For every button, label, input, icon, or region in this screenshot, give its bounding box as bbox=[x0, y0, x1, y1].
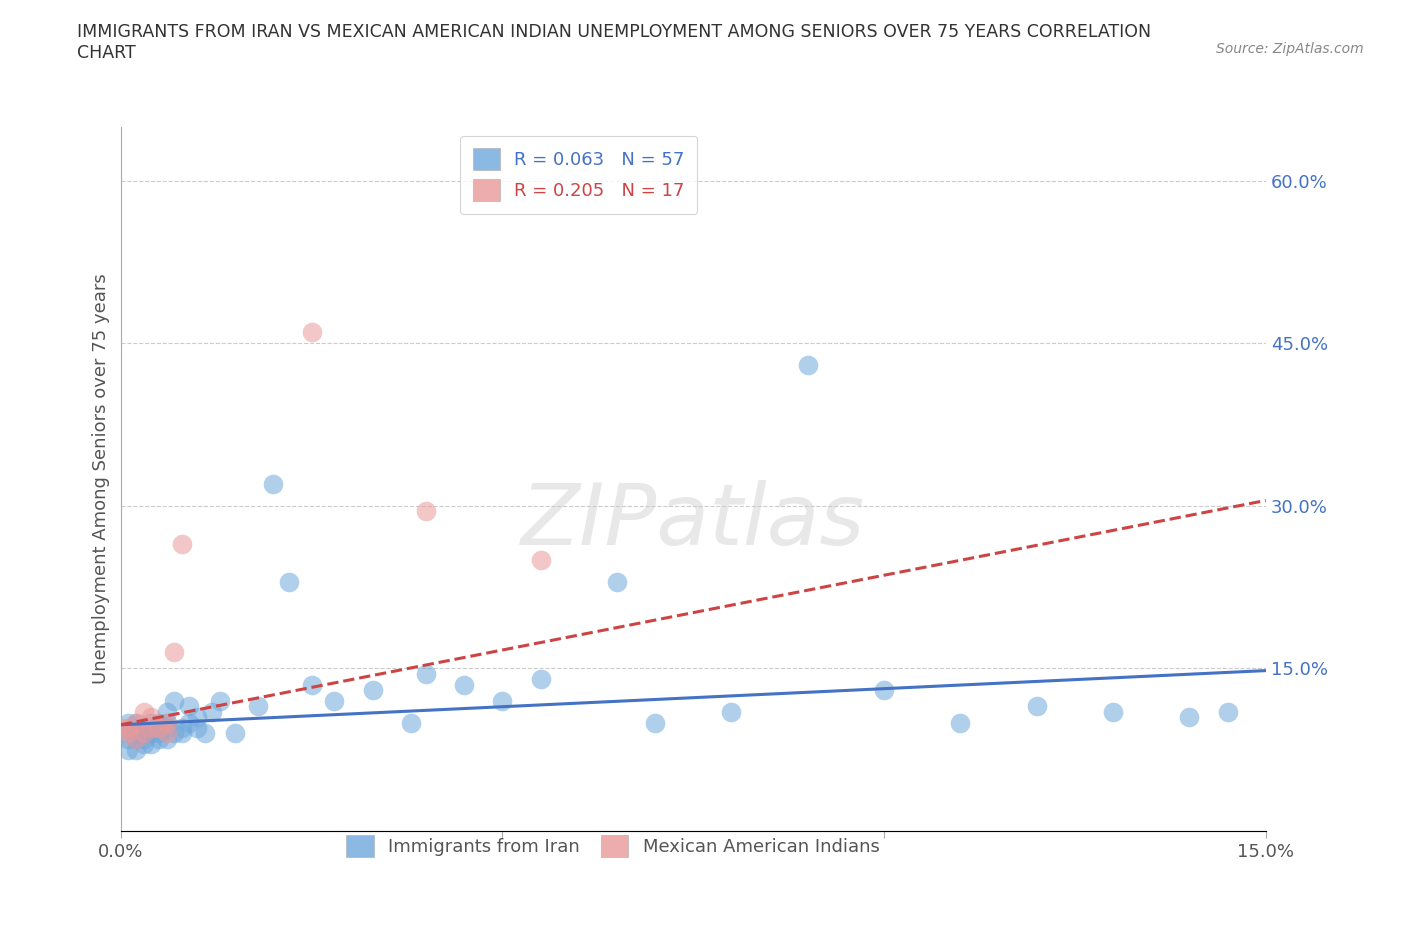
Legend: Immigrants from Iran, Mexican American Indians: Immigrants from Iran, Mexican American I… bbox=[336, 824, 890, 868]
Point bbox=[117, 726, 139, 741]
Point bbox=[873, 683, 896, 698]
Point bbox=[529, 671, 551, 686]
Point bbox=[186, 721, 208, 736]
Point bbox=[491, 694, 513, 709]
Point bbox=[170, 537, 193, 551]
Point bbox=[125, 731, 148, 746]
Point bbox=[301, 677, 323, 692]
Point bbox=[155, 715, 177, 730]
Point bbox=[796, 357, 818, 372]
Point bbox=[125, 721, 148, 736]
Point bbox=[125, 715, 148, 730]
Point bbox=[148, 731, 170, 746]
Point bbox=[141, 721, 163, 736]
Point bbox=[132, 726, 155, 741]
Point bbox=[415, 667, 437, 682]
Point bbox=[262, 477, 284, 492]
Point bbox=[125, 731, 148, 746]
Point bbox=[132, 721, 155, 736]
Point bbox=[301, 326, 323, 340]
Point bbox=[117, 731, 139, 746]
Point bbox=[155, 726, 177, 741]
Point bbox=[361, 683, 384, 698]
Text: ZIPatlas: ZIPatlas bbox=[522, 480, 865, 563]
Point bbox=[110, 721, 132, 736]
Point bbox=[277, 575, 299, 590]
Point bbox=[1178, 710, 1201, 724]
Point bbox=[125, 742, 148, 757]
Point bbox=[155, 704, 177, 719]
Point bbox=[453, 677, 475, 692]
Point bbox=[208, 694, 231, 709]
Point bbox=[179, 715, 201, 730]
Point bbox=[148, 726, 170, 741]
Point bbox=[949, 715, 972, 730]
Point bbox=[529, 552, 551, 567]
Point bbox=[110, 726, 132, 741]
Point bbox=[201, 704, 224, 719]
Point bbox=[117, 715, 139, 730]
Point bbox=[148, 715, 170, 730]
Point bbox=[720, 704, 742, 719]
Point bbox=[141, 737, 163, 751]
Point bbox=[399, 715, 422, 730]
Point bbox=[132, 731, 155, 746]
Point bbox=[163, 694, 186, 709]
Point bbox=[132, 726, 155, 741]
Point bbox=[170, 726, 193, 741]
Point bbox=[132, 737, 155, 751]
Point bbox=[1102, 704, 1125, 719]
Point bbox=[141, 710, 163, 724]
Point bbox=[323, 694, 346, 709]
Point bbox=[141, 721, 163, 736]
Point bbox=[415, 504, 437, 519]
Point bbox=[186, 710, 208, 724]
Point bbox=[170, 721, 193, 736]
Point bbox=[155, 721, 177, 736]
Text: Source: ZipAtlas.com: Source: ZipAtlas.com bbox=[1216, 42, 1364, 56]
Point bbox=[117, 742, 139, 757]
Point bbox=[141, 715, 163, 730]
Point bbox=[125, 715, 148, 730]
Point bbox=[117, 721, 139, 736]
Point bbox=[179, 699, 201, 714]
Point bbox=[163, 644, 186, 659]
Point bbox=[1216, 704, 1239, 719]
Point bbox=[163, 726, 186, 741]
Point bbox=[141, 726, 163, 741]
Text: IMMIGRANTS FROM IRAN VS MEXICAN AMERICAN INDIAN UNEMPLOYMENT AMONG SENIORS OVER : IMMIGRANTS FROM IRAN VS MEXICAN AMERICAN… bbox=[77, 23, 1152, 62]
Point bbox=[224, 726, 246, 741]
Point bbox=[1025, 699, 1047, 714]
Point bbox=[155, 731, 177, 746]
Point bbox=[194, 726, 217, 741]
Point bbox=[247, 699, 270, 714]
Point bbox=[148, 721, 170, 736]
Point bbox=[606, 575, 628, 590]
Y-axis label: Unemployment Among Seniors over 75 years: Unemployment Among Seniors over 75 years bbox=[93, 273, 110, 684]
Point bbox=[132, 704, 155, 719]
Point bbox=[155, 715, 177, 730]
Point bbox=[644, 715, 666, 730]
Point bbox=[125, 726, 148, 741]
